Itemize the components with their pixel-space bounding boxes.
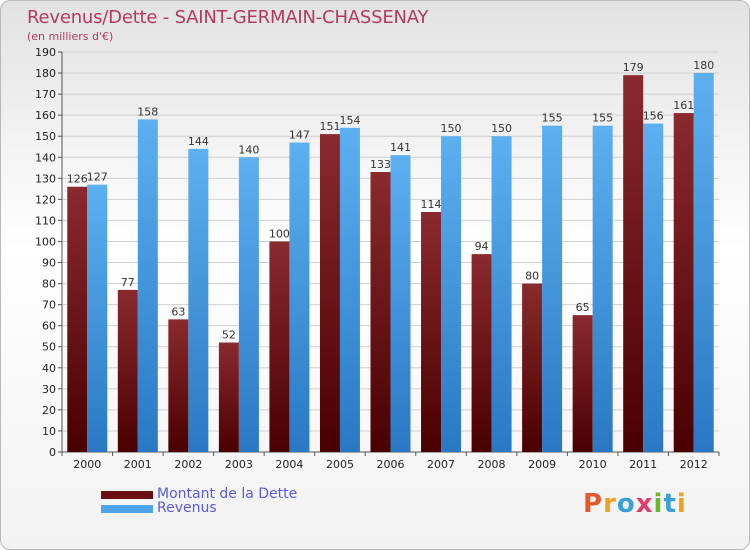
bar-dette	[421, 212, 442, 452]
value-label-dette: 65	[576, 301, 590, 314]
value-label-dette: 80	[525, 270, 539, 283]
value-label-dette: 114	[421, 198, 442, 211]
bar-revenus	[238, 157, 259, 452]
bar-dette	[117, 289, 138, 452]
bar-dette	[319, 134, 340, 452]
value-label-revenus: 180	[693, 59, 714, 72]
bar-dette	[471, 254, 492, 452]
bar-revenus	[390, 155, 411, 452]
value-label-revenus: 154	[339, 114, 360, 127]
value-label-dette: 100	[269, 227, 290, 240]
x-tick-label: 2008	[478, 458, 506, 471]
value-label-revenus: 127	[87, 171, 108, 184]
value-label-revenus: 158	[137, 105, 158, 118]
legend-label-dette: Montant de la Dette	[157, 486, 298, 502]
bar-dette	[269, 241, 290, 452]
y-tick-label: 30	[42, 383, 56, 396]
y-tick-label: 190	[35, 46, 56, 59]
value-label-revenus: 155	[592, 112, 613, 125]
value-label-dette: 77	[121, 276, 135, 289]
y-tick-label: 110	[35, 214, 56, 227]
bar-chart: 0 10 20 30 40 50 60 70 80 90 100 110 120 130 140 150 160…	[35, 46, 720, 471]
bar-revenus	[693, 73, 714, 452]
y-tick-label: 60	[42, 320, 56, 333]
legend-label-revenus: Revenus	[157, 500, 217, 516]
y-tick-label: 80	[42, 278, 56, 291]
bar-revenus	[491, 136, 512, 453]
value-label-dette: 126	[67, 173, 88, 186]
x-tick-label: 2001	[124, 458, 152, 471]
x-tick-label: 2011	[629, 458, 657, 471]
y-tick-label: 10	[42, 425, 56, 438]
chart-title: Revenus/Dette - SAINT-GERMAIN-CHASSENAY	[27, 7, 429, 28]
bar-dette	[67, 186, 88, 452]
y-tick-label: 150	[35, 130, 56, 143]
x-tick-label: 2012	[680, 458, 708, 471]
x-tick-label: 2007	[427, 458, 455, 471]
bar-dette	[572, 315, 593, 452]
x-tick-labels: 2000 2001 2002 2003 2004 2005 2006 2007 2008 2009…	[73, 458, 707, 471]
x-tick-label: 2009	[528, 458, 556, 471]
y-tick-label: 20	[42, 404, 56, 417]
value-label-revenus: 141	[390, 141, 411, 154]
y-tick-labels: 0 10 20 30 40 50 60 70 80 90 100 110 120 130 140 150 160…	[35, 46, 56, 459]
bar-revenus	[87, 184, 108, 452]
y-tick-label: 90	[42, 257, 56, 270]
y-tick-label: 170	[35, 88, 56, 101]
value-label-revenus: 150	[441, 122, 462, 135]
legend-swatch-revenus	[101, 505, 153, 513]
y-tick-label: 100	[35, 235, 56, 248]
bar-dette	[522, 283, 543, 452]
value-label-revenus: 147	[289, 129, 310, 142]
bar-revenus	[339, 127, 360, 452]
x-tick-label: 2000	[73, 458, 101, 471]
y-tick-label: 40	[42, 362, 56, 375]
bar-dette	[623, 75, 644, 452]
bar-revenus	[441, 136, 462, 453]
value-label-revenus: 156	[643, 110, 664, 123]
x-tick-label: 2010	[579, 458, 607, 471]
x-tick-label: 2003	[225, 458, 253, 471]
value-label-dette: 161	[673, 99, 694, 112]
bar-revenus	[137, 119, 158, 453]
legend-swatch-dette	[101, 491, 153, 499]
x-tick-label: 2004	[275, 458, 303, 471]
value-label-dette: 52	[222, 329, 236, 342]
bar-revenus	[188, 148, 209, 452]
y-tick-label: 120	[35, 193, 56, 206]
bars	[67, 73, 714, 453]
value-label-revenus: 150	[491, 122, 512, 135]
value-label-dette: 94	[475, 240, 489, 253]
value-label-revenus: 144	[188, 135, 209, 148]
y-tick-label: 70	[42, 299, 56, 312]
value-labels: 126 127 77 158 63 144 52 140 100 147 151 154 133 141 1…	[67, 59, 714, 341]
x-tick-label: 2005	[326, 458, 354, 471]
bar-dette	[218, 342, 239, 452]
value-label-revenus: 155	[542, 112, 563, 125]
x-tick-label: 2006	[377, 458, 405, 471]
bar-revenus	[542, 125, 563, 453]
value-label-dette: 151	[319, 120, 340, 133]
value-label-dette: 133	[370, 158, 391, 171]
proxiti-logo: Proxiti	[583, 489, 687, 519]
chart-subtitle: (en milliers d'€)	[27, 30, 114, 43]
value-label-dette: 179	[623, 61, 644, 74]
x-tick-label: 2002	[174, 458, 202, 471]
bar-dette	[370, 172, 391, 452]
y-tick-label: 140	[35, 151, 56, 164]
y-tick-label: 0	[49, 446, 56, 459]
value-label-revenus: 140	[238, 143, 259, 156]
y-tick-label: 180	[35, 67, 56, 80]
y-tick-label: 50	[42, 341, 56, 354]
bar-dette	[168, 319, 189, 452]
bar-revenus	[289, 142, 310, 453]
bar-dette	[673, 113, 694, 452]
value-label-dette: 63	[171, 305, 185, 318]
bar-revenus	[643, 123, 664, 452]
bar-revenus	[592, 125, 613, 453]
y-tick-label: 130	[35, 172, 56, 185]
y-tick-label: 160	[35, 109, 56, 122]
